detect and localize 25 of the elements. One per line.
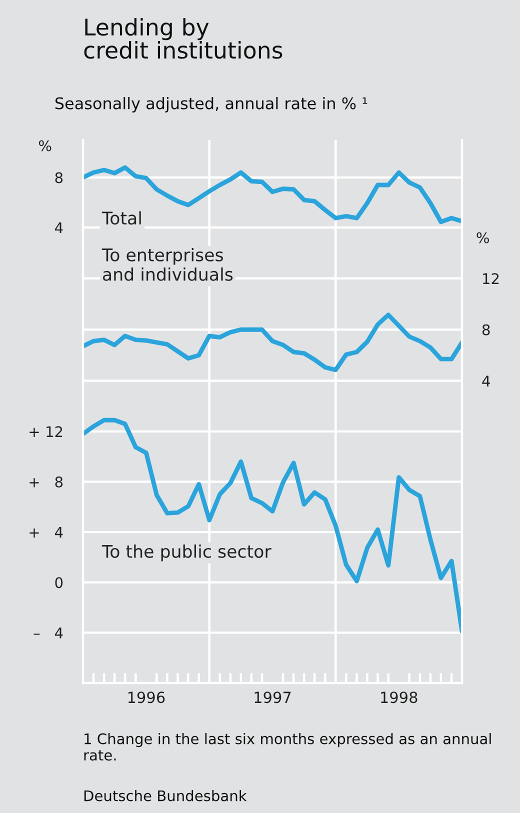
text: 1 Change in the last six months expressed as an annual rate. (84, 733, 491, 761)
x-tick-label: 1998 (381, 692, 418, 704)
y-axis-title: % (38, 140, 52, 152)
series-label: Total (102, 211, 141, 225)
x-tick-label: 1996 (128, 692, 165, 704)
line-series (82, 312, 462, 372)
y-tick-label: + 4 (30, 526, 63, 538)
y-tick-label: 8 (55, 172, 63, 184)
line-series (82, 418, 462, 634)
y-tick-label: 0 (55, 577, 63, 588)
text: To enterprises and individuals (102, 248, 233, 281)
y2-axis-title: % (476, 232, 489, 244)
y-tick-label: + 8 (30, 476, 63, 488)
y-tick-label: – 4 (34, 628, 63, 638)
line-series (82, 165, 462, 224)
chart-title: Lending by credit institutions (84, 18, 282, 59)
y2-tick-label: 8 (482, 324, 490, 336)
y-tick-label: + 12 (30, 426, 62, 437)
text: Deutsche Bundesbank (84, 790, 247, 802)
chart-subtitle: Seasonally adjusted, annual rate in % ¹ (55, 97, 368, 112)
x-tick-label: 1997 (254, 692, 291, 704)
y2-tick-label: 4 (482, 376, 490, 386)
series-label: To the public sector (102, 544, 272, 562)
y2-tick-label: 12 (483, 273, 499, 284)
y-tick-label: 4 (54, 222, 63, 234)
